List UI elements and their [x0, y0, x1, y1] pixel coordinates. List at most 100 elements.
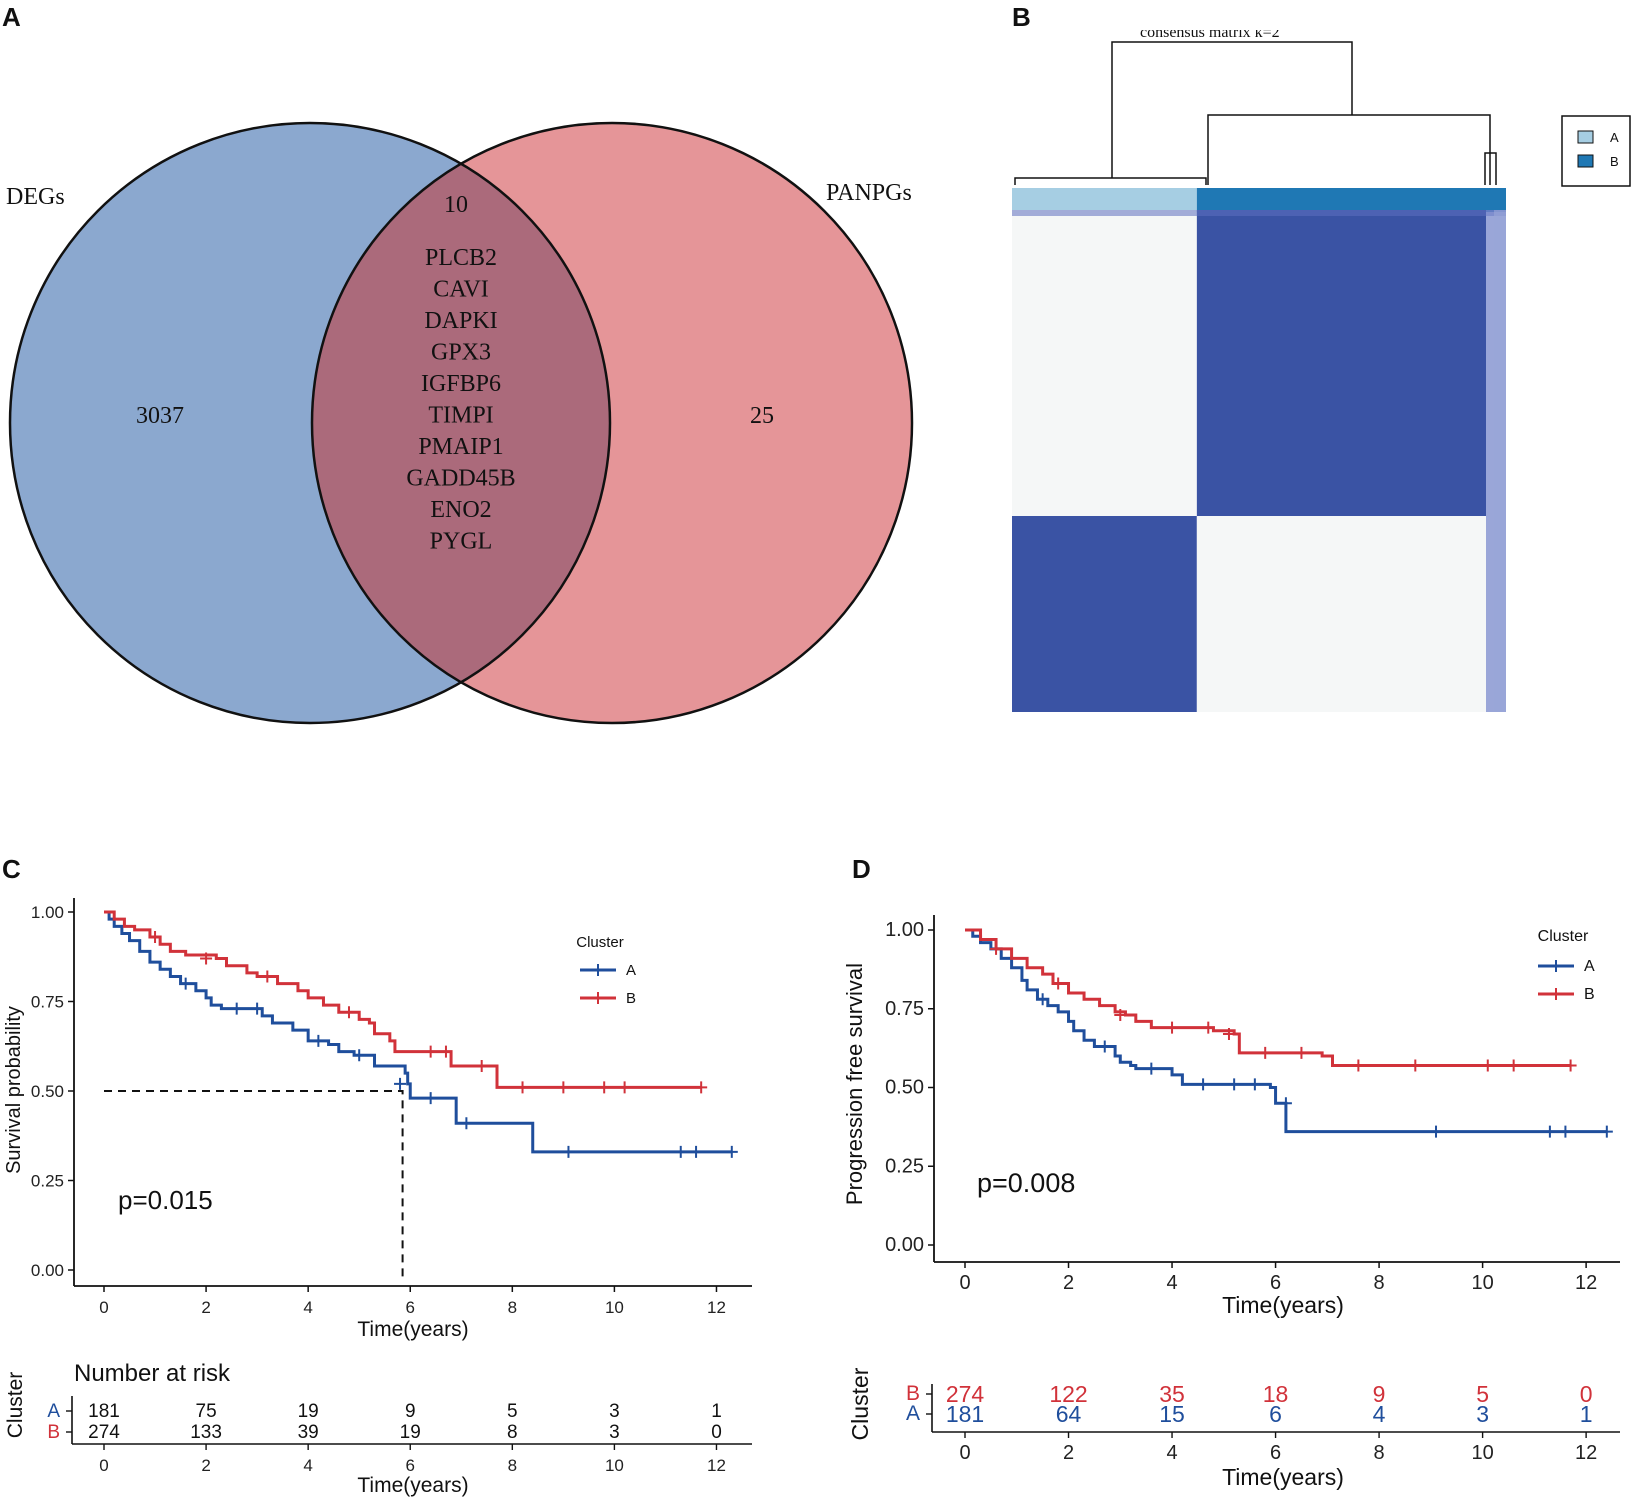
- panel-a-letter: A: [2, 2, 21, 32]
- d-censor-mark-b: [1481, 1059, 1494, 1072]
- heatmap-legend-box: [1561, 115, 1631, 187]
- d-censor-mark-b: [1166, 1021, 1179, 1034]
- d-legend-label-a: A: [1584, 958, 1595, 975]
- d-legend-title: Cluster: [1538, 928, 1589, 945]
- d-risk-x-tick-label: 0: [959, 1442, 970, 1464]
- c-censor-mark-a: [312, 1034, 325, 1047]
- d-censor-mark-a: [1098, 1040, 1111, 1053]
- panel-c-letter: C: [2, 854, 21, 884]
- d-risk-row-label-a: A: [906, 1402, 920, 1425]
- c-legend-label-b: B: [626, 990, 636, 1007]
- d-risk-value: 5: [1476, 1381, 1489, 1407]
- d-censor-mark-a: [1559, 1125, 1572, 1138]
- d-x-tick-label: 2: [1063, 1272, 1074, 1294]
- d-censor-mark-a: [1145, 1062, 1158, 1075]
- venn-gene: DAPKI: [424, 308, 497, 334]
- c-risk-value: 8: [507, 1422, 518, 1443]
- d-x-tick-label: 8: [1374, 1272, 1385, 1294]
- c-y-tick-label: 0.75: [31, 993, 64, 1012]
- d-risk-value: 6: [1269, 1401, 1282, 1427]
- c-risk-value: 5: [507, 1401, 518, 1422]
- c-censor-mark-a: [179, 977, 192, 990]
- d-censor-mark-b: [1507, 1059, 1520, 1072]
- venn-gene: CAVI: [433, 277, 489, 303]
- c-x-tick-label: 0: [99, 1298, 108, 1317]
- heatmap-right-fringe-light: [1494, 210, 1506, 712]
- c-x-tick-label: 10: [605, 1298, 624, 1317]
- d-ylabel: Progression free survival: [842, 963, 867, 1205]
- c-x-tick-label: 6: [406, 1298, 415, 1317]
- venn-label-degs: DEGs: [6, 184, 65, 210]
- venn-count-overlap: 10: [444, 192, 468, 218]
- d-censor-mark-b: [1259, 1046, 1272, 1059]
- panel-b-letter: B: [1012, 2, 1031, 32]
- c-censor-mark-b: [200, 952, 213, 965]
- c-censor-mark-b: [516, 1081, 529, 1094]
- d-series-a-line: [965, 928, 1607, 1134]
- venn-gene: TIMPI: [428, 403, 493, 429]
- heatmap-block-ab: [1196, 210, 1486, 516]
- c-risk-row-label-b: B: [47, 1422, 60, 1443]
- d-risk-value: 9: [1373, 1381, 1386, 1407]
- d-x-tick-label: 6: [1270, 1272, 1281, 1294]
- d-risk-row-label-b: B: [906, 1382, 920, 1405]
- d-censor-mark-a: [1600, 1125, 1613, 1138]
- d-risk-value: 18: [1263, 1381, 1289, 1407]
- c-x-tick-label: 8: [508, 1298, 517, 1317]
- venn-outline-left: [8, 121, 612, 725]
- d-y-tick-label: 0.00: [885, 1234, 924, 1256]
- d-risk-x-tick-label: 2: [1063, 1442, 1074, 1464]
- panel-d-letter: D: [852, 854, 871, 884]
- d-censor-mark-b: [1202, 1021, 1215, 1034]
- c-censor-mark-b: [439, 1045, 452, 1058]
- venn-count-panpgs: 25: [750, 403, 774, 429]
- c-censor-mark-a: [690, 1145, 703, 1158]
- heatmap-title-crop: [1125, 0, 1385, 30]
- panel-b: B consensus matrix k=2 A B: [1012, 0, 1631, 712]
- d-censor-mark-b: [1222, 1027, 1235, 1040]
- c-risk-title: Number at risk: [74, 1360, 231, 1387]
- c-risk-x-tick-label: 12: [707, 1456, 726, 1475]
- c-risk-x-tick-label: 0: [99, 1456, 108, 1475]
- c-risk-x-tick-label: 4: [303, 1456, 312, 1475]
- heatmap-block-bb: [1196, 516, 1486, 712]
- d-censor-mark-b: [990, 942, 1003, 955]
- heatmap-block-ba: [1012, 516, 1197, 712]
- d-legend-label-b: B: [1584, 986, 1595, 1003]
- heatmap-block-aa: [1012, 210, 1197, 516]
- dendrogram-cluster-a: [1014, 177, 1207, 185]
- c-censor-mark-a: [460, 1117, 473, 1130]
- c-risk-x-tick-label: 2: [201, 1456, 210, 1475]
- d-risk-value: 1: [1580, 1401, 1593, 1427]
- heatmap-legend-label-b: B: [1610, 154, 1619, 169]
- c-y-tick-label: 1.00: [31, 903, 64, 922]
- d-censor-mark-a: [1279, 1097, 1292, 1110]
- d-risk-x-tick-label: 12: [1575, 1442, 1597, 1464]
- d-censor-mark-b: [1114, 1009, 1127, 1022]
- venn-count-degs: 3037: [136, 403, 184, 429]
- c-x-tick-label: 2: [201, 1298, 210, 1317]
- c-y-tick-label: 0.50: [31, 1082, 64, 1101]
- c-y-tick-label: 0.25: [31, 1172, 64, 1191]
- c-risk-value: 1: [711, 1401, 722, 1422]
- d-series-b-line: [965, 928, 1571, 1067]
- dendrogram-root: [1111, 41, 1353, 178]
- d-risk-ylabel: Cluster: [847, 1367, 873, 1440]
- c-risk-value: 39: [298, 1422, 319, 1443]
- c-risk-value: 133: [190, 1422, 222, 1443]
- d-censor-mark-b: [1564, 1059, 1577, 1072]
- d-risk-value: 181: [946, 1401, 984, 1427]
- d-x-tick-label: 4: [1166, 1272, 1177, 1294]
- c-risk-value: 274: [88, 1422, 120, 1443]
- c-censor-mark-b: [557, 1081, 570, 1094]
- d-x-tick-label: 10: [1471, 1272, 1493, 1294]
- c-median-line: [104, 1090, 404, 1280]
- d-risk-value: 4: [1373, 1401, 1386, 1427]
- d-risk-x-tick-label: 4: [1166, 1442, 1177, 1464]
- heatmap-top-fringe: [1012, 210, 1506, 216]
- c-censor-mark-b: [475, 1059, 488, 1072]
- heatmap-legend-swatch-a: [1577, 130, 1594, 144]
- dendrogram: [1014, 41, 1497, 185]
- d-censor-mark-a: [1430, 1125, 1443, 1138]
- c-risk-value: 0: [711, 1422, 722, 1443]
